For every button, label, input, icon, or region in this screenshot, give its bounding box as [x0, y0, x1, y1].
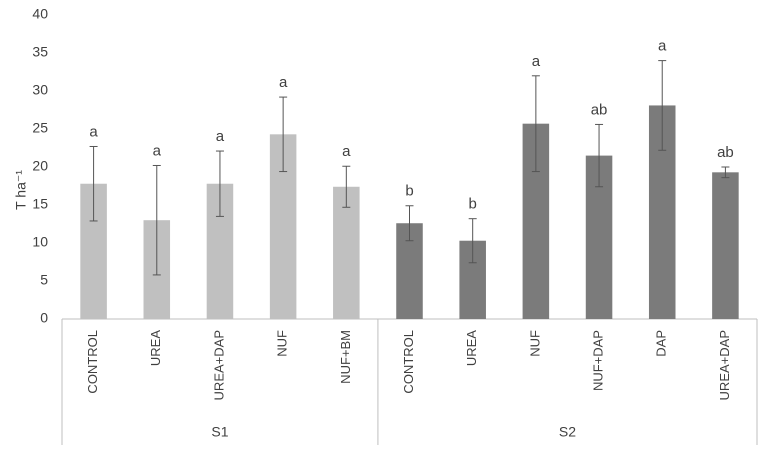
y-tick-label: 10	[32, 234, 48, 250]
y-axis-label: T ha⁻¹	[13, 170, 29, 210]
x-tick-label: UREA	[148, 330, 163, 366]
significance-label: ab	[591, 101, 608, 118]
significance-label: a	[342, 143, 351, 160]
y-tick-label: 25	[32, 120, 48, 136]
error-bar	[658, 60, 667, 151]
x-tick-label: CONTROL	[85, 330, 100, 394]
significance-label: ab	[717, 144, 734, 161]
significance-label: a	[658, 38, 667, 55]
error-bar	[342, 165, 351, 208]
significance-label: a	[532, 53, 541, 70]
significance-label: a	[279, 74, 288, 91]
error-bar	[595, 123, 604, 188]
significance-label: a	[153, 142, 162, 159]
x-tick-label: CONTROL	[401, 330, 416, 394]
group-label: S1	[211, 424, 228, 440]
significance-label: b	[405, 183, 413, 200]
y-tick-label: 35	[32, 44, 48, 60]
bar	[333, 186, 360, 319]
significance-label: b	[469, 196, 477, 213]
x-tick-label: NUF	[527, 330, 542, 357]
error-bar	[279, 96, 288, 173]
y-tick-label: 5	[40, 272, 48, 288]
bar	[712, 172, 739, 319]
y-tick-label: 30	[32, 82, 48, 98]
x-tick-label: NUF	[275, 330, 290, 357]
significance-label: a	[89, 123, 98, 140]
error-bar	[405, 205, 414, 242]
y-tick-label: 15	[32, 196, 48, 212]
significance-label: a	[216, 128, 225, 145]
error-bar	[531, 75, 540, 173]
error-bar	[215, 150, 224, 217]
y-tick-label: 20	[32, 158, 48, 174]
x-tick-label: UREA+DAP	[211, 330, 226, 400]
x-tick-label: DAP	[654, 330, 669, 357]
error-bar	[89, 145, 98, 222]
x-tick-label: UREA	[464, 330, 479, 366]
error-bar	[721, 166, 730, 179]
y-tick-label: 40	[32, 6, 48, 22]
y-tick-label: 0	[40, 310, 48, 326]
x-tick-label: NUF+BM	[338, 330, 353, 384]
x-tick-label: UREA+DAP	[717, 330, 732, 400]
error-bar	[468, 218, 477, 264]
error-bar	[152, 164, 161, 276]
group-label: S2	[559, 424, 576, 440]
x-tick-label: NUF+DAP	[590, 330, 605, 391]
